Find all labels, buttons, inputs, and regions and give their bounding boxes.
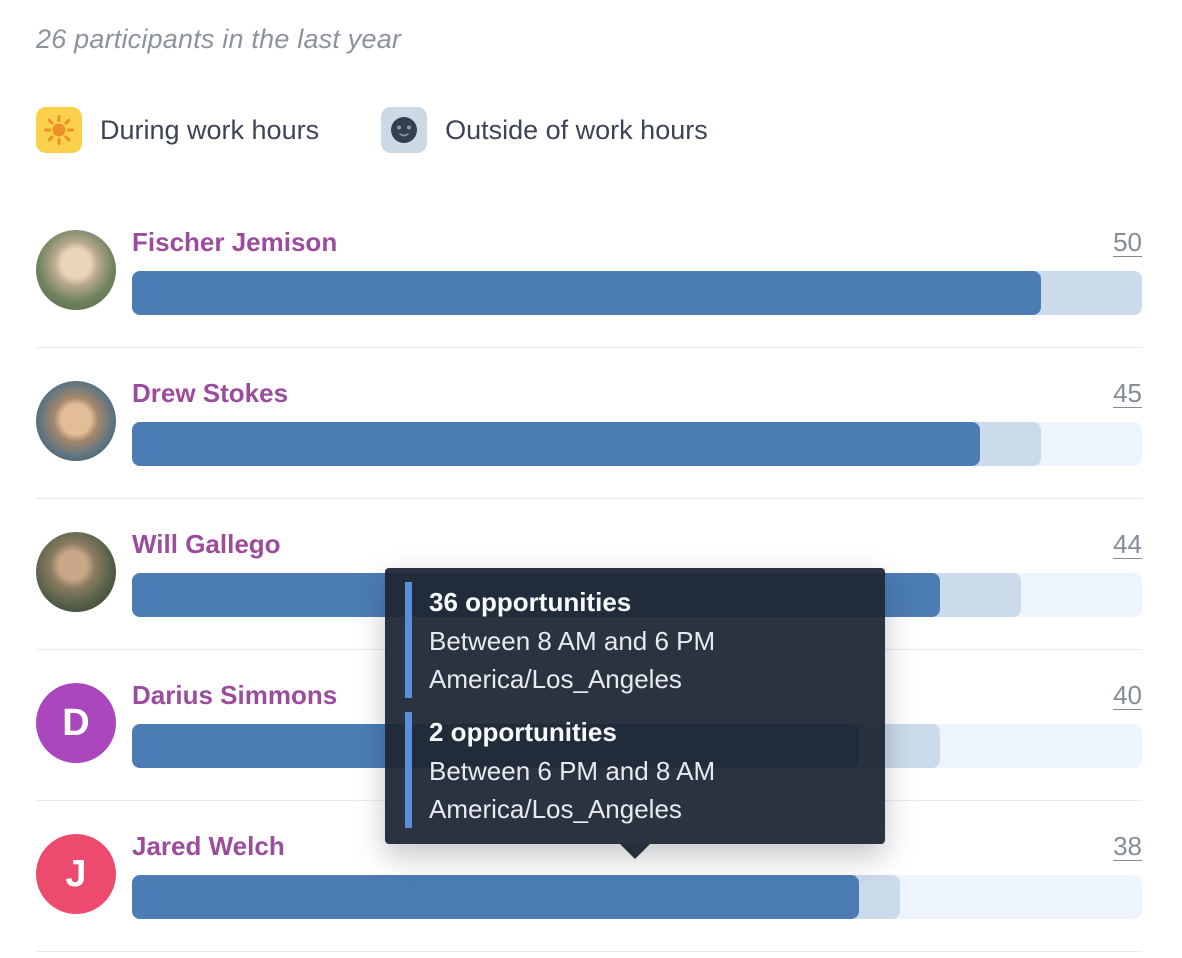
avatar-initial: D [36,683,116,763]
bar-work-hours-segment [132,422,981,466]
participant-row-head: Will Gallego 44 [132,527,1142,561]
tooltip-count: 2 opportunities [429,717,617,747]
participant-count-link[interactable]: 44 [1113,529,1142,559]
participant-row: Drew Stokes 45 [36,348,1142,499]
participant-count-link[interactable]: 40 [1113,680,1142,710]
legend-label-work-hours: During work hours [100,114,320,145]
bar-work-hours-segment [132,271,1041,315]
participant-row-head: Drew Stokes 45 [132,376,1142,410]
participant-count-link[interactable]: 50 [1113,227,1142,257]
opportunities-bar[interactable] [132,875,1142,919]
tooltip-timezone: America/Los_Angeles [429,664,682,694]
avatar-photo [36,230,116,310]
participant-name: Jared Welch [132,831,285,861]
participant-row: Fischer Jemison 50 [36,197,1142,348]
participant-row: J Jared Welch 38 [36,801,1142,952]
legend-item-outside-hours: Outside of work hours [381,107,708,153]
participant-row-head: Jared Welch 38 [132,829,1142,863]
participant-name: Will Gallego [132,529,281,559]
participant-name: Fischer Jemison [132,227,338,257]
participant-row-main: Drew Stokes 45 [132,376,1142,466]
opportunities-bar[interactable] [132,271,1142,315]
tooltip-time-range: Between 8 AM and 6 PM [429,626,716,656]
tooltip-timezone: America/Los_Angeles [429,794,682,824]
avatar-photo [36,532,116,612]
participant-row-head: Fischer Jemison 50 [132,225,1142,259]
tooltip-arrow [620,844,650,859]
participant-count-link[interactable]: 45 [1113,378,1142,408]
opportunities-bar[interactable] [132,422,1142,466]
page-title: 26 participants in the last year [36,24,402,54]
sun-icon [36,107,82,153]
tooltip-time-range: Between 6 PM and 8 AM [429,756,716,786]
avatar-photo [36,381,116,461]
opportunities-tooltip: 36 opportunities Between 8 AM and 6 PM A… [385,568,885,859]
moon-icon [381,107,428,153]
participant-row-head: Darius Simmons 40 [132,678,1142,712]
tooltip-outside-hours-section: 2 opportunities Between 6 PM and 8 AM Am… [405,712,863,828]
avatar-initial: J [36,834,116,914]
participant-list: Fischer Jemison 50 Drew Stokes 45 [36,197,1142,952]
participant-count-link[interactable]: 38 [1113,831,1142,861]
tooltip-work-hours-section: 36 opportunities Between 8 AM and 6 PM A… [405,582,863,698]
bar-work-hours-segment [132,875,860,919]
legend-label-outside-hours: Outside of work hours [445,114,708,145]
legend: During work hours Outside of work hours [36,107,1142,153]
participant-row-main: Jared Welch 38 [132,829,1142,919]
participant-row-main: Fischer Jemison 50 [132,225,1142,315]
legend-item-work-hours: During work hours [36,107,319,153]
tooltip-count: 36 opportunities [429,587,632,617]
participant-name: Darius Simmons [132,680,338,710]
participant-name: Drew Stokes [132,378,289,408]
